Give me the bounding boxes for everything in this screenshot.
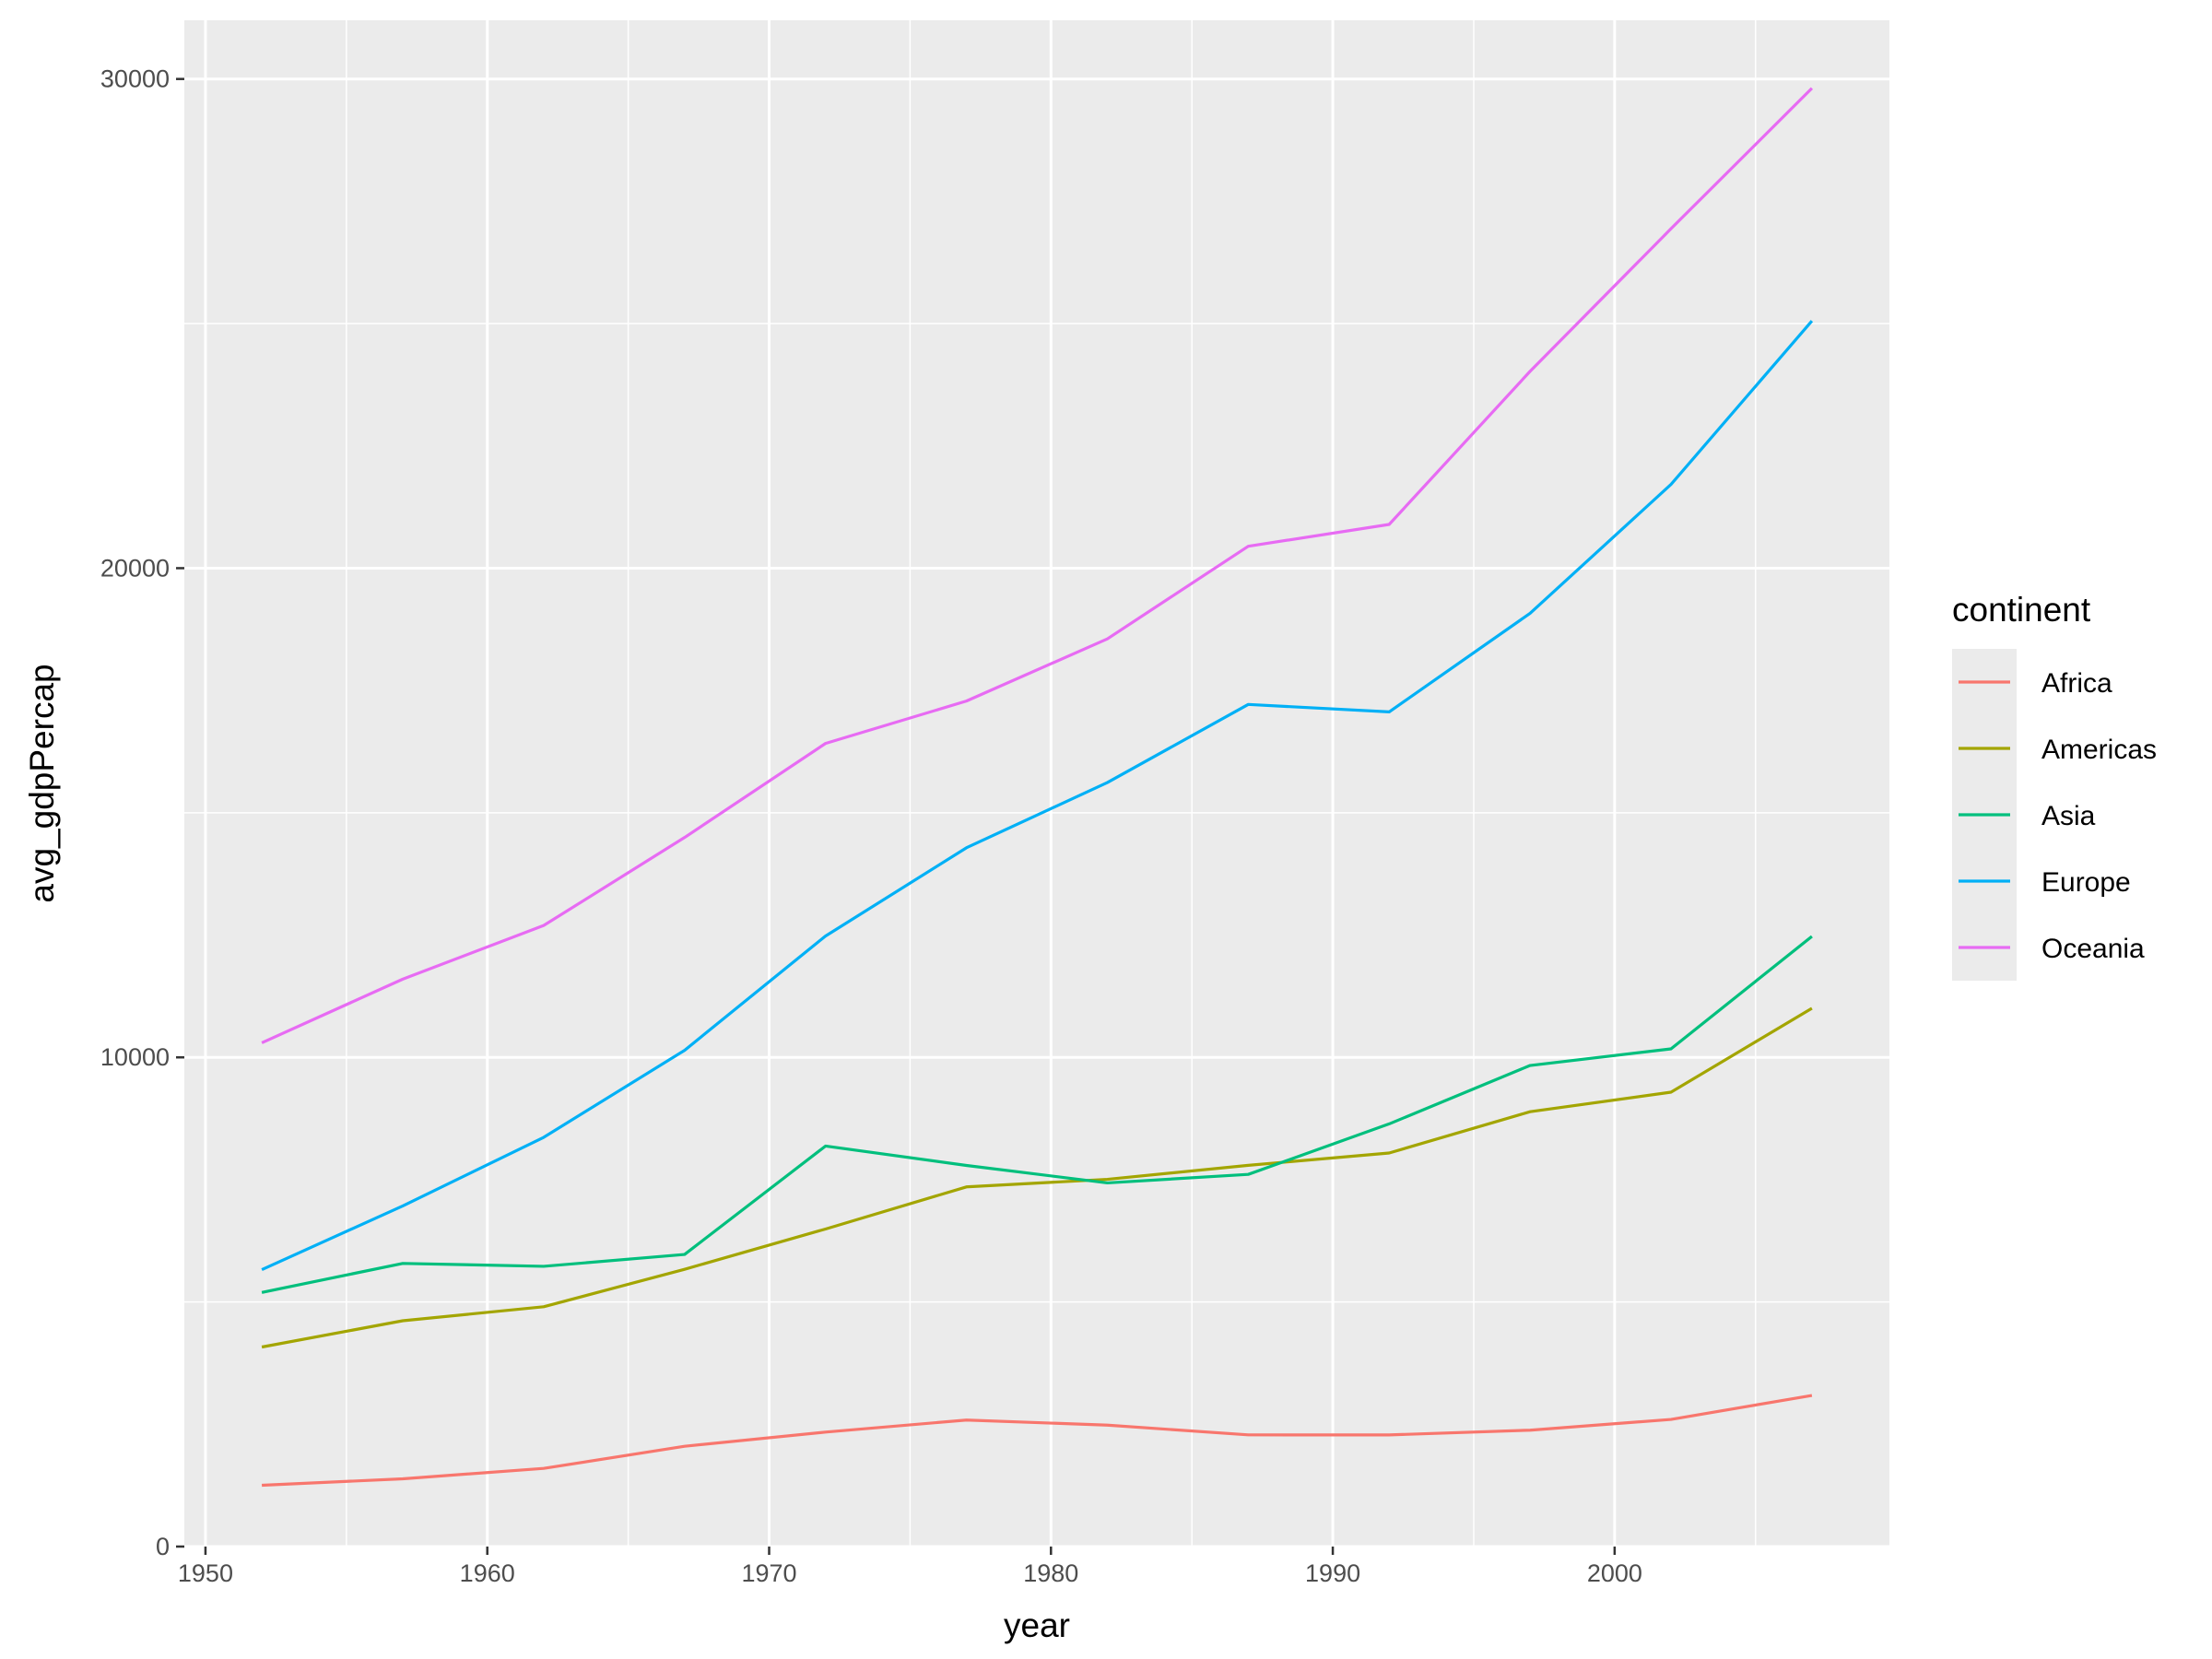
major-gridlines: [184, 20, 1889, 1548]
x-tick-labels: 1950 1960 1970 1980 1990 2000: [178, 1559, 1642, 1587]
x-tick-label: 1950: [178, 1559, 233, 1587]
axis-ticks: [176, 77, 1617, 1555]
x-tick-label: 2000: [1587, 1559, 1642, 1587]
legend-label-africa: Africa: [2041, 668, 2112, 699]
legend-label-asia: Asia: [2041, 801, 2096, 831]
x-tick-label: 1990: [1305, 1559, 1360, 1587]
series-line-americas: [261, 1006, 1813, 1349]
x-tick-label: 1970: [741, 1559, 796, 1587]
y-axis-title: avg_gdpPercap: [23, 664, 61, 902]
y-tick-label: 20000: [100, 554, 170, 582]
series-line-europe: [261, 320, 1814, 1271]
legend-title: continent: [1952, 591, 2091, 629]
series-line-oceania: [261, 87, 1814, 1044]
y-tick-label: 10000: [100, 1043, 170, 1071]
x-tick-label: 1980: [1023, 1559, 1078, 1587]
legend-label-oceania: Oceania: [2041, 934, 2145, 964]
x-axis-title: year: [1004, 1606, 1070, 1644]
plot-panel: [184, 20, 1889, 1547]
series-line-asia: [261, 935, 1813, 1294]
y-tick-label: 30000: [100, 65, 170, 93]
legend: continent Africa Americas Asia Europe Oceani…: [1952, 591, 2157, 981]
legend-label-europe: Europe: [2041, 867, 2131, 898]
series-line-africa: [262, 1394, 1813, 1488]
x-tick-label: 1960: [460, 1559, 515, 1587]
y-tick-label: 0: [156, 1533, 170, 1560]
y-tick-labels: 0 10000 20000 30000: [100, 65, 170, 1560]
legend-items: Africa Americas Asia Europe Oceania: [1959, 668, 2157, 964]
minor-gridlines: [184, 20, 1889, 1547]
legend-label-americas: Americas: [2041, 735, 2157, 765]
series-lines: [261, 87, 1814, 1488]
